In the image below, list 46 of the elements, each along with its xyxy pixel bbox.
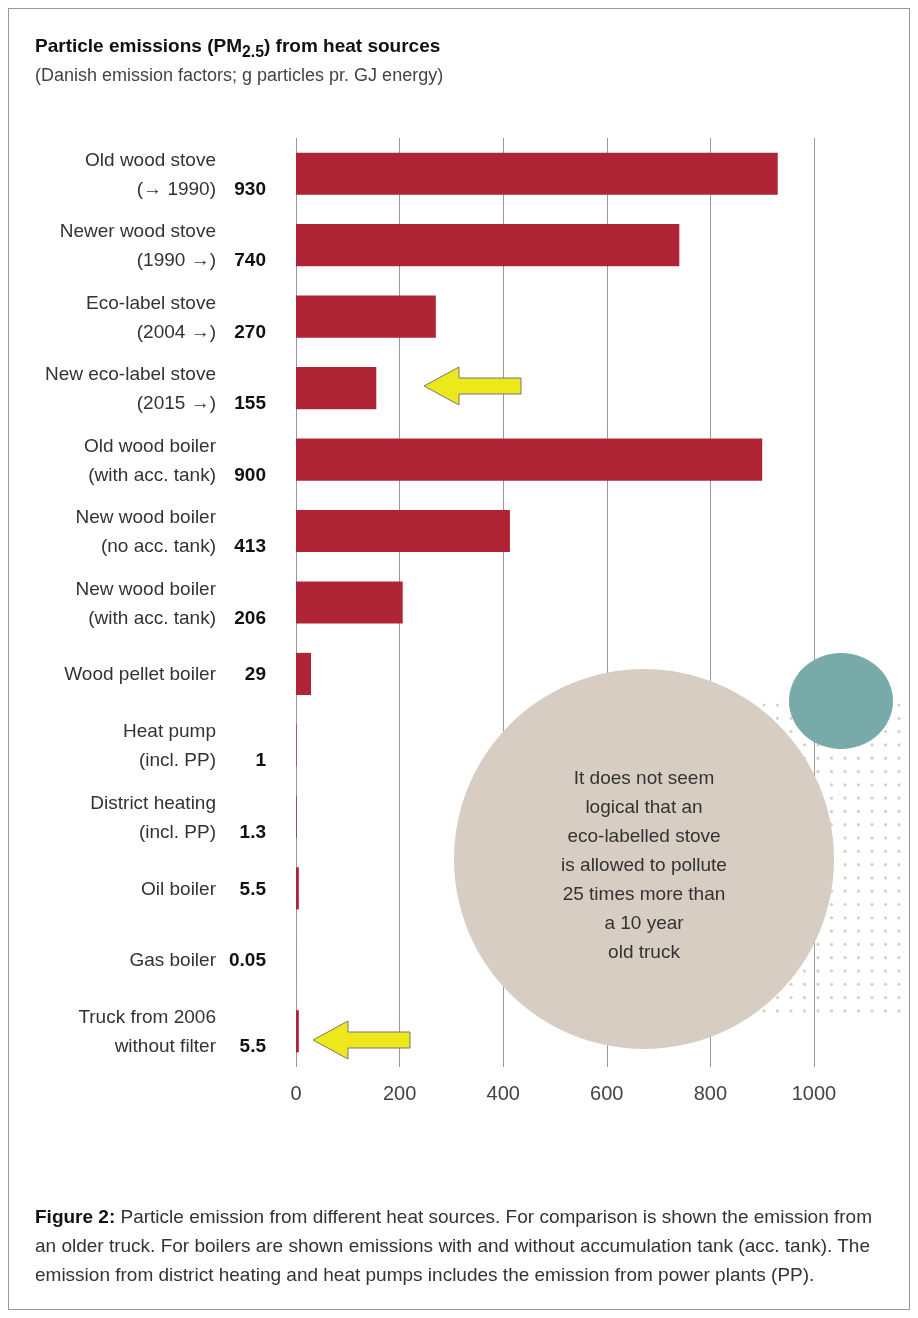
y-tick-label: New wood boiler (with acc. tank) [75,577,217,628]
bar [296,438,763,481]
y-tick-label: Eco-label stove (2004 →) [86,291,216,342]
y-tick-label: Heat pump (incl. PP) [123,720,216,771]
bar [296,1010,299,1053]
bar [296,509,510,553]
y-tick-label: New wood boiler (no acc. tank) [75,506,217,557]
bar [296,152,778,195]
annotation: It does not seem logical that an eco-labelled stove is allowed to pollute 25 times more than a 10 year old truck [560,766,728,964]
y-tick-label: Newer wood stove (1990 →) [59,220,216,271]
y-tick-label: Truck from 2006 without filter [78,1006,217,1057]
data-label: 930 [234,177,266,199]
y-tick-label: Oil boiler [141,877,217,899]
bar [296,295,436,338]
chart-subtitle: (Danish emission factors; g particles pr. GJ energy) [35,65,444,86]
x-tick-label: 600 [590,1082,624,1104]
bar [296,867,299,910]
data-label: 206 [234,606,266,628]
data-label: 413 [234,535,266,557]
data-label: 1 [255,749,267,771]
chart-title: Particle emissions (PM$_{2.5}$) from heat sources [35,35,441,61]
x-tick-label: 400 [486,1082,520,1104]
y-tick-label: Gas boiler [129,949,217,971]
data-label: 270 [234,320,266,342]
bar [296,581,403,624]
data-label: 155 [234,392,267,414]
y-tick-label: Old wood stove (→ 1990) [85,148,216,199]
x-tick-label: 200 [382,1082,417,1104]
y-tick-label: Wood pellet boiler [64,663,217,685]
data-label: 29 [244,663,266,685]
x-tick-label: 0 [290,1082,302,1104]
data-label: 5.5 [239,877,267,899]
data-label: 900 [234,463,266,485]
data-label: 1.3 [239,820,266,842]
x-tick-label: 800 [693,1082,728,1104]
x-tick-label: 1000 [791,1082,837,1104]
bar [296,224,680,267]
y-tick-label: New eco-label stove (2015 →) [44,363,216,414]
bar [296,652,312,696]
data-label: 740 [234,249,266,271]
bar [296,367,377,410]
y-tick-label: Old wood boiler (with acc. tank) [83,434,217,485]
data-label: 5.5 [239,1035,267,1057]
y-tick-label: District heating (incl. PP) [90,791,216,842]
data-label: 0.05 [229,949,267,971]
caption: Figure 2: Particle emission from different heat sources. For comparison is shown the emission from an older truck. For boilers are shown emissions with and without accumulation tank (acc. tank). The emission from district heating and heat pumps includes the emission from power plants (PP). [35,1205,873,1287]
